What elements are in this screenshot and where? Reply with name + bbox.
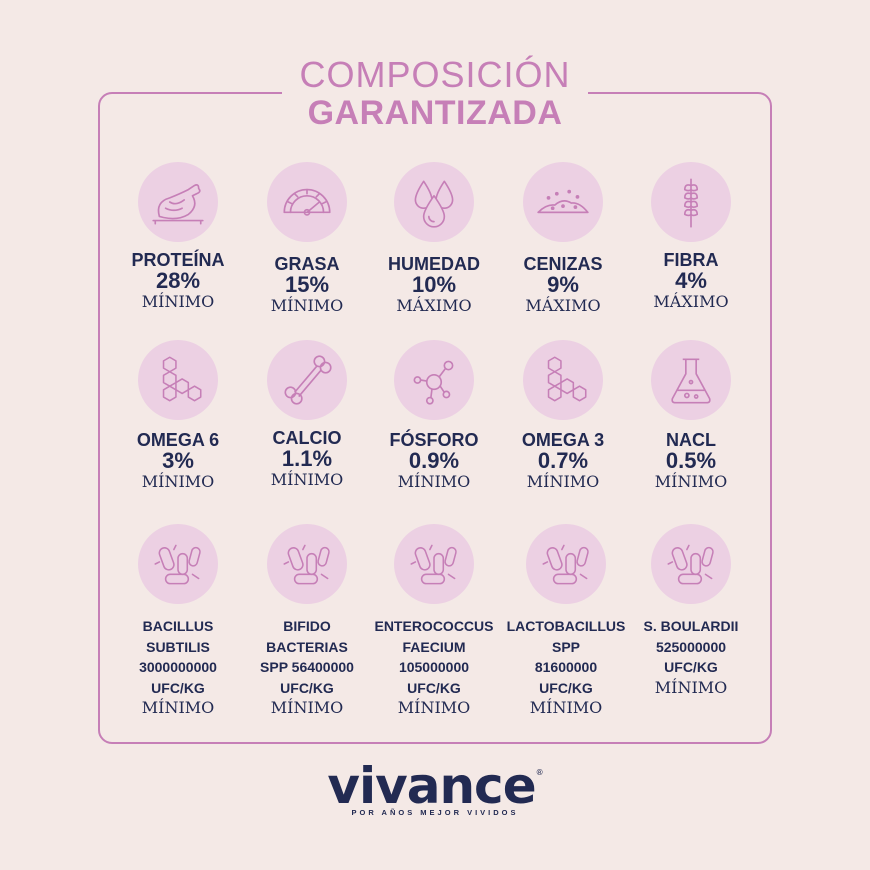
bacteria-icon <box>526 524 606 604</box>
probiotic-line: SUBTILIS <box>146 638 210 655</box>
probiotic-line: ENTEROCOCCUS <box>374 618 494 634</box>
nutrient-name: FÓSFORO <box>389 430 479 450</box>
molecule-rings-icon <box>523 340 603 420</box>
nutrient-omega-3: OMEGA 3 0.7% MÍNIMO <box>493 340 633 492</box>
probiotic-unit: UFC/KG <box>539 679 593 696</box>
probiotic-unit: UFC/KG <box>664 659 718 675</box>
registered-mark: ® <box>535 768 544 777</box>
probiotic-line: LACTOBACILLUS <box>506 618 626 634</box>
nutrient-qualifier: MÁXIMO <box>396 296 472 315</box>
probiotic-count: 81600000 <box>534 659 598 675</box>
nutrient-qualifier: MÍNIMO <box>141 472 215 491</box>
probiotic-line: S. BOULARDII <box>643 618 739 634</box>
bacteria-icon <box>394 524 474 604</box>
nutrient-value: 1.1% <box>281 446 333 471</box>
nutrient-qualifier: MÁXIMO <box>653 292 729 311</box>
nutrient-name: GRASA <box>274 254 340 274</box>
nutrient-value: 0.7% <box>537 448 589 473</box>
probiotic-unit: UFC/KG <box>407 679 461 696</box>
nutrient-name: NACL <box>666 430 716 450</box>
probiotic-qualifier: MÍNIMO <box>654 677 728 697</box>
nutrient-name: OMEGA 3 <box>521 430 605 450</box>
ash-pile-icon <box>523 162 603 242</box>
nutrient-name: PROTEÍNA <box>131 250 225 270</box>
nutrient-name: HUMEDAD <box>388 254 480 274</box>
probiotic-line: SPP <box>551 638 580 655</box>
probiotic-line: BACILLUS <box>142 618 214 634</box>
wheat-icon <box>651 162 731 242</box>
nutrient-qualifier: MÍNIMO <box>397 472 471 491</box>
nutrient-name: FIBRA <box>663 250 719 270</box>
probiotic-qualifier: MÍNIMO <box>270 698 344 717</box>
nutrient-cenizas: CENIZAS 9% MÁXIMO <box>493 162 633 316</box>
nutrient-grasa: GRASA 15% MÍNIMO <box>237 162 377 316</box>
title-line-2: GARANTIZADA <box>307 94 563 132</box>
probiotic-line: BIFIDO <box>283 618 331 634</box>
nutrient-nacl: NACL 0.5% MÍNIMO <box>621 340 761 492</box>
nutrient-qualifier: MÁXIMO <box>525 296 601 315</box>
probiotic-lactobacillus-spp: LACTOBACILLUS SPP 81600000 UFC/KG MÍNIMO <box>496 524 636 718</box>
droplets-icon <box>394 162 474 242</box>
probiotic-qualifier: MÍNIMO <box>141 698 215 717</box>
bacteria-icon <box>651 524 731 604</box>
nutrient-value: 0.9% <box>408 448 460 473</box>
probiotic-s-boulardii: S. BOULARDII 525000000 UFC/KG MÍNIMO <box>621 524 761 698</box>
nutrient-name: OMEGA 6 <box>136 430 220 450</box>
probiotic-unit: UFC/KG <box>151 679 205 696</box>
nutrient-name: CALCIO <box>272 428 342 448</box>
nutrient-value: 3% <box>162 448 194 473</box>
title-mask <box>282 50 588 140</box>
nutrient-qualifier: MÍNIMO <box>270 470 344 489</box>
nutrient-fosforo: FÓSFORO 0.9% MÍNIMO <box>364 340 504 492</box>
probiotic-bacillus-subtilis: BACILLUS SUBTILIS 3000000000 UFC/KG MÍNI… <box>108 524 248 718</box>
probiotic-line: FAECIUM <box>402 638 466 655</box>
probiotic-count: SPP 56400000 <box>260 659 354 675</box>
nutrient-humedad: HUMEDAD 10% MÁXIMO <box>364 162 504 316</box>
probiotic-qualifier: MÍNIMO <box>397 698 471 717</box>
probiotic-count: 3000000000 <box>139 659 217 675</box>
nutrient-value: 15% <box>284 272 330 297</box>
nutrient-qualifier: MÍNIMO <box>270 296 344 315</box>
gauge-icon <box>267 162 347 242</box>
probiotic-unit: UFC/KG <box>280 679 334 696</box>
nutrient-name: CENIZAS <box>523 254 603 274</box>
flask-icon <box>651 340 731 420</box>
brand-tagline: POR AÑOS MEJOR VIVIDOS <box>351 808 519 817</box>
probiotic-enterococcus-faecium: ENTEROCOCCUS FAECIUM 105000000 UFC/KG MÍ… <box>364 524 504 718</box>
molecule-rings-icon <box>138 340 218 420</box>
nutrient-qualifier: MÍNIMO <box>526 472 600 491</box>
probiotic-qualifier: MÍNIMO <box>529 698 603 717</box>
nutrient-omega-6: OMEGA 6 3% MÍNIMO <box>108 340 248 492</box>
nutrient-qualifier: MÍNIMO <box>654 472 728 491</box>
probiotic-bifido-bacterias: BIFIDO BACTERIAS SPP 56400000 UFC/KG MÍN… <box>237 524 377 718</box>
title-line-1: COMPOSICIÓN <box>299 54 571 95</box>
atom-network-icon <box>394 340 474 420</box>
bacteria-icon <box>267 524 347 604</box>
brand-wordmark: vivance <box>327 757 536 815</box>
nutrient-proteina: PROTEÍNA 28% MÍNIMO <box>108 162 248 312</box>
nutrient-value: 28% <box>155 268 201 293</box>
nutrient-calcio: CALCIO 1.1% MÍNIMO <box>237 340 377 490</box>
bone-icon <box>267 340 347 420</box>
nutrient-value: 9% <box>547 272 579 297</box>
nutrient-value: 0.5% <box>665 448 717 473</box>
nutrient-fibra: FIBRA 4% MÁXIMO <box>621 162 761 312</box>
nutrient-value: 10% <box>411 272 457 297</box>
nutrient-qualifier: MÍNIMO <box>141 292 215 311</box>
probiotic-count: 105000000 <box>398 659 470 675</box>
brand-logo: vivance® <box>0 757 870 815</box>
bacteria-icon <box>138 524 218 604</box>
probiotic-count: 525000000 <box>655 638 727 655</box>
probiotic-line: BACTERIAS <box>266 638 348 655</box>
nutrient-value: 4% <box>675 268 707 293</box>
chicken-icon <box>138 162 218 242</box>
